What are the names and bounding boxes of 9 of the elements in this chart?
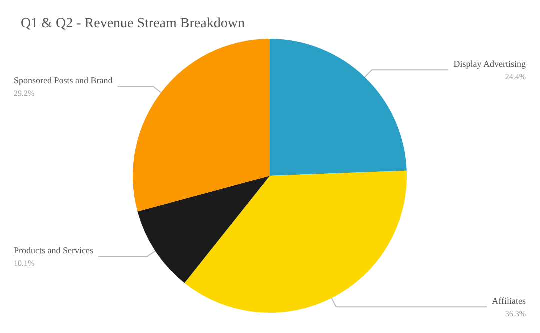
data-label: 10.1% (14, 259, 35, 268)
data-label: 29.2% (14, 89, 35, 98)
data-label: 24.4% (505, 72, 526, 82)
slice-label: Products and Services (14, 246, 94, 256)
slice-label: Display Advertising (454, 59, 526, 70)
slice-label: Affiliates (492, 296, 526, 306)
chart-title: Q1 & Q2 - Revenue Stream Breakdown (21, 16, 245, 32)
data-label: 36.3% (505, 310, 526, 319)
slice-label: Sponsored Posts and Brand (14, 76, 114, 86)
